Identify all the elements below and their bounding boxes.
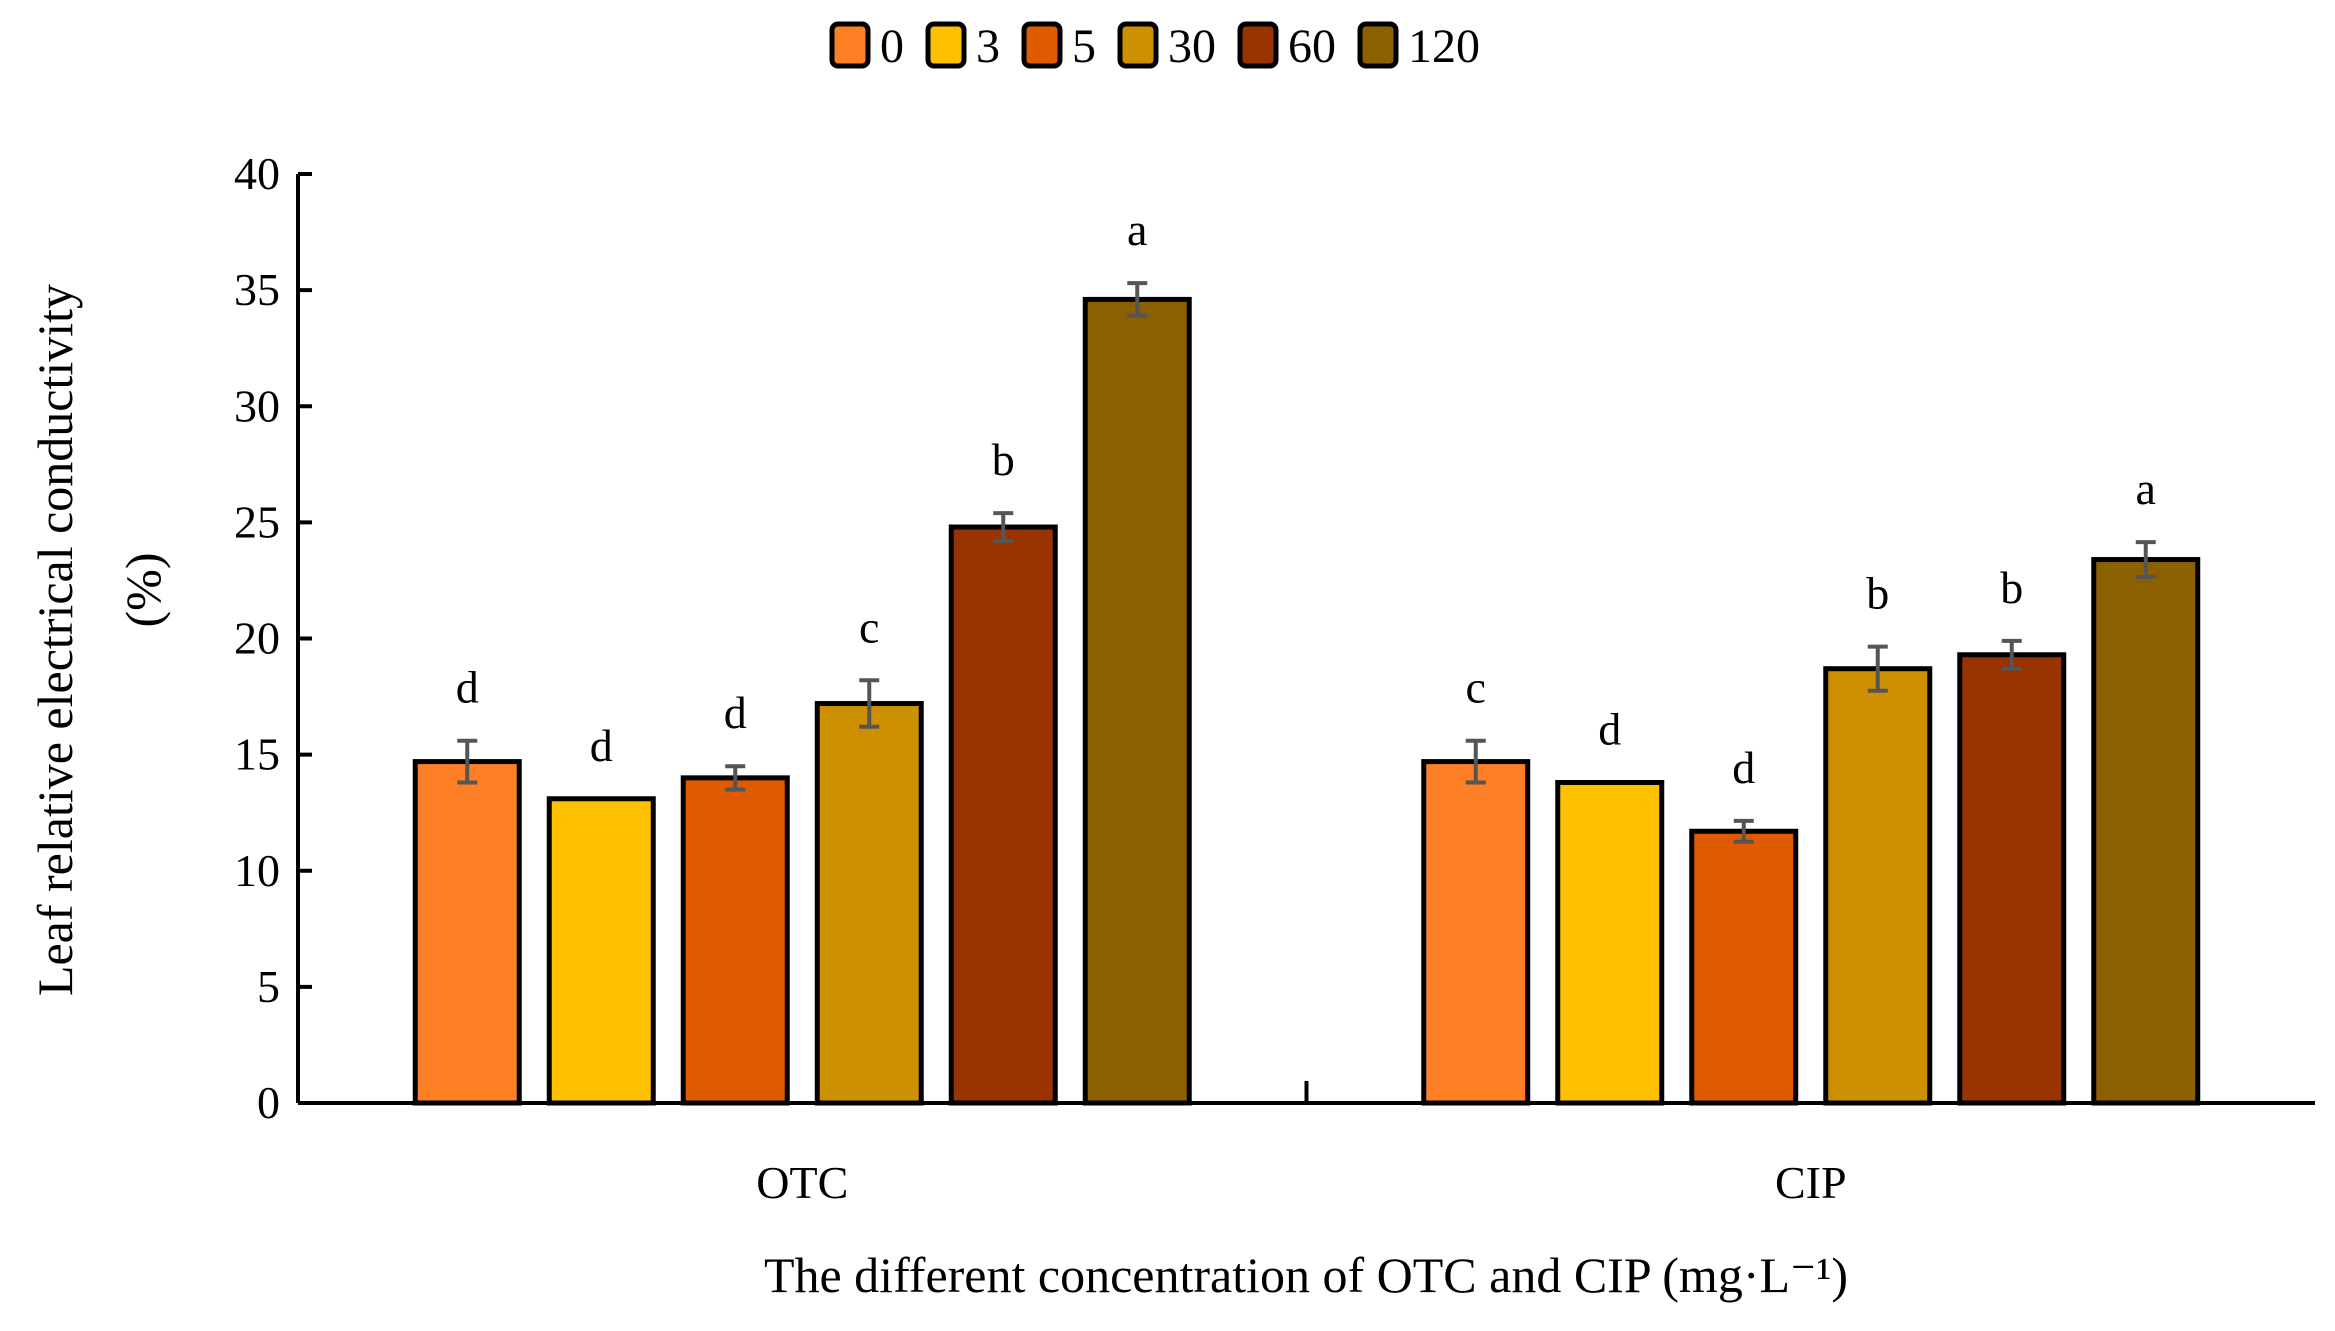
- legend-label: 5: [1072, 20, 1096, 73]
- y-tick-label: 35: [234, 264, 280, 315]
- x-axis-label: The different concentration of OTC and C…: [764, 1247, 1848, 1303]
- x-tick-label: OTC: [756, 1157, 848, 1208]
- bar-OTC-3: [546, 796, 656, 1106]
- legend-swatch-3: [925, 21, 967, 69]
- bar-OTC-30: [814, 701, 924, 1106]
- legend-swatch-5: [1021, 21, 1063, 69]
- bar-OTC-120: [1082, 296, 1192, 1106]
- bar-OTC-5: [680, 775, 790, 1106]
- y-tick-label: 40: [234, 148, 280, 199]
- bar-OTC-60: [948, 524, 1058, 1106]
- significance-letter: d: [1598, 703, 1621, 754]
- significance-letter: b: [1866, 568, 1889, 619]
- legend-swatch-30: [1117, 21, 1159, 69]
- legend-label: 120: [1408, 20, 1480, 73]
- legend-swatch-0: [829, 21, 871, 69]
- significance-letter: c: [859, 601, 879, 652]
- legend-label: 3: [976, 20, 1000, 73]
- significance-letter: b: [2000, 562, 2023, 613]
- significance-letter: d: [1732, 742, 1755, 793]
- bar-CIP-30: [1823, 666, 1933, 1106]
- y-axis-label: Leaf relative electrical conductivity: [27, 284, 83, 996]
- y-tick-label: 30: [234, 380, 280, 431]
- y-tick-label: 20: [234, 613, 280, 664]
- y-tick-label: 10: [234, 845, 280, 896]
- legend-label: 60: [1288, 20, 1336, 73]
- significance-letter: d: [590, 720, 613, 771]
- significance-letter: a: [2136, 463, 2156, 514]
- significance-letter: b: [992, 434, 1015, 485]
- legend-label: 30: [1168, 20, 1216, 73]
- significance-letter: d: [724, 687, 747, 738]
- y-axis-label-unit: (%): [115, 553, 171, 628]
- significance-letter: a: [1127, 204, 1147, 255]
- bar-CIP-0: [1421, 759, 1531, 1106]
- significance-letter: c: [1466, 662, 1486, 713]
- bars: d d d c b a c d d b b a: [412, 204, 2201, 1106]
- x-tick-label: CIP: [1775, 1157, 1847, 1208]
- y-tick-label: 25: [234, 496, 280, 547]
- bar-CIP-120: [2091, 557, 2201, 1106]
- bar-CIP-60: [1957, 652, 2067, 1106]
- y-tick-label: 0: [257, 1077, 280, 1128]
- legend-label: 0: [880, 20, 904, 73]
- legend-swatch-60: [1237, 21, 1279, 69]
- y-tick-label: 5: [257, 961, 280, 1012]
- legend: 0 3 5 30 60 120: [829, 20, 1480, 73]
- legend-swatch-120: [1357, 21, 1399, 69]
- significance-letter: d: [456, 662, 479, 713]
- bar-CIP-3: [1555, 779, 1665, 1106]
- bar-OTC-0: [412, 759, 522, 1106]
- y-tick-label: 15: [234, 729, 280, 780]
- bar-CIP-5: [1689, 828, 1799, 1106]
